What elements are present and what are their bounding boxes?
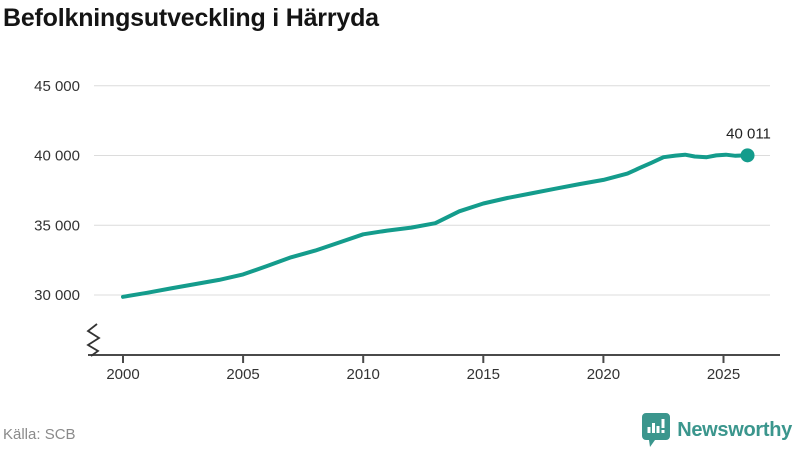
newsworthy-logo[interactable]: Newsworthy: [642, 412, 792, 448]
y-axis-labels: 30 000 35 000 40 000 45 000: [34, 78, 80, 304]
x-tick-label: 2020: [587, 366, 620, 383]
gridlines: [94, 85, 770, 296]
y-tick-label: 40 000: [34, 148, 80, 165]
y-tick-label: 30 000: [34, 287, 80, 304]
x-tick-label: 2005: [226, 366, 259, 383]
y-tick-label: 45 000: [34, 78, 80, 95]
end-point-value-label: 40 011: [726, 125, 771, 142]
y-tick-label: 35 000: [34, 217, 80, 234]
x-tick-label: 2010: [347, 366, 380, 383]
newsworthy-logo-text: Newsworthy: [677, 418, 792, 441]
x-tick-label: 2025: [707, 366, 740, 383]
y-axis-break-icon: [86, 323, 101, 357]
x-axis: [88, 354, 780, 363]
population-line: [121, 152, 750, 299]
end-point-dot: [740, 148, 755, 163]
chart-title: Befolkningsutveckling i Härryda: [3, 4, 379, 32]
newsworthy-barchart-bubble-icon: [642, 413, 671, 447]
x-axis-tick-labels: 2000 2005 2010 2015 2020 2025: [106, 366, 740, 383]
x-tick-label: 2015: [467, 366, 500, 383]
source-label: Källa: SCB: [3, 426, 76, 443]
x-tick-label: 2000: [106, 366, 139, 383]
